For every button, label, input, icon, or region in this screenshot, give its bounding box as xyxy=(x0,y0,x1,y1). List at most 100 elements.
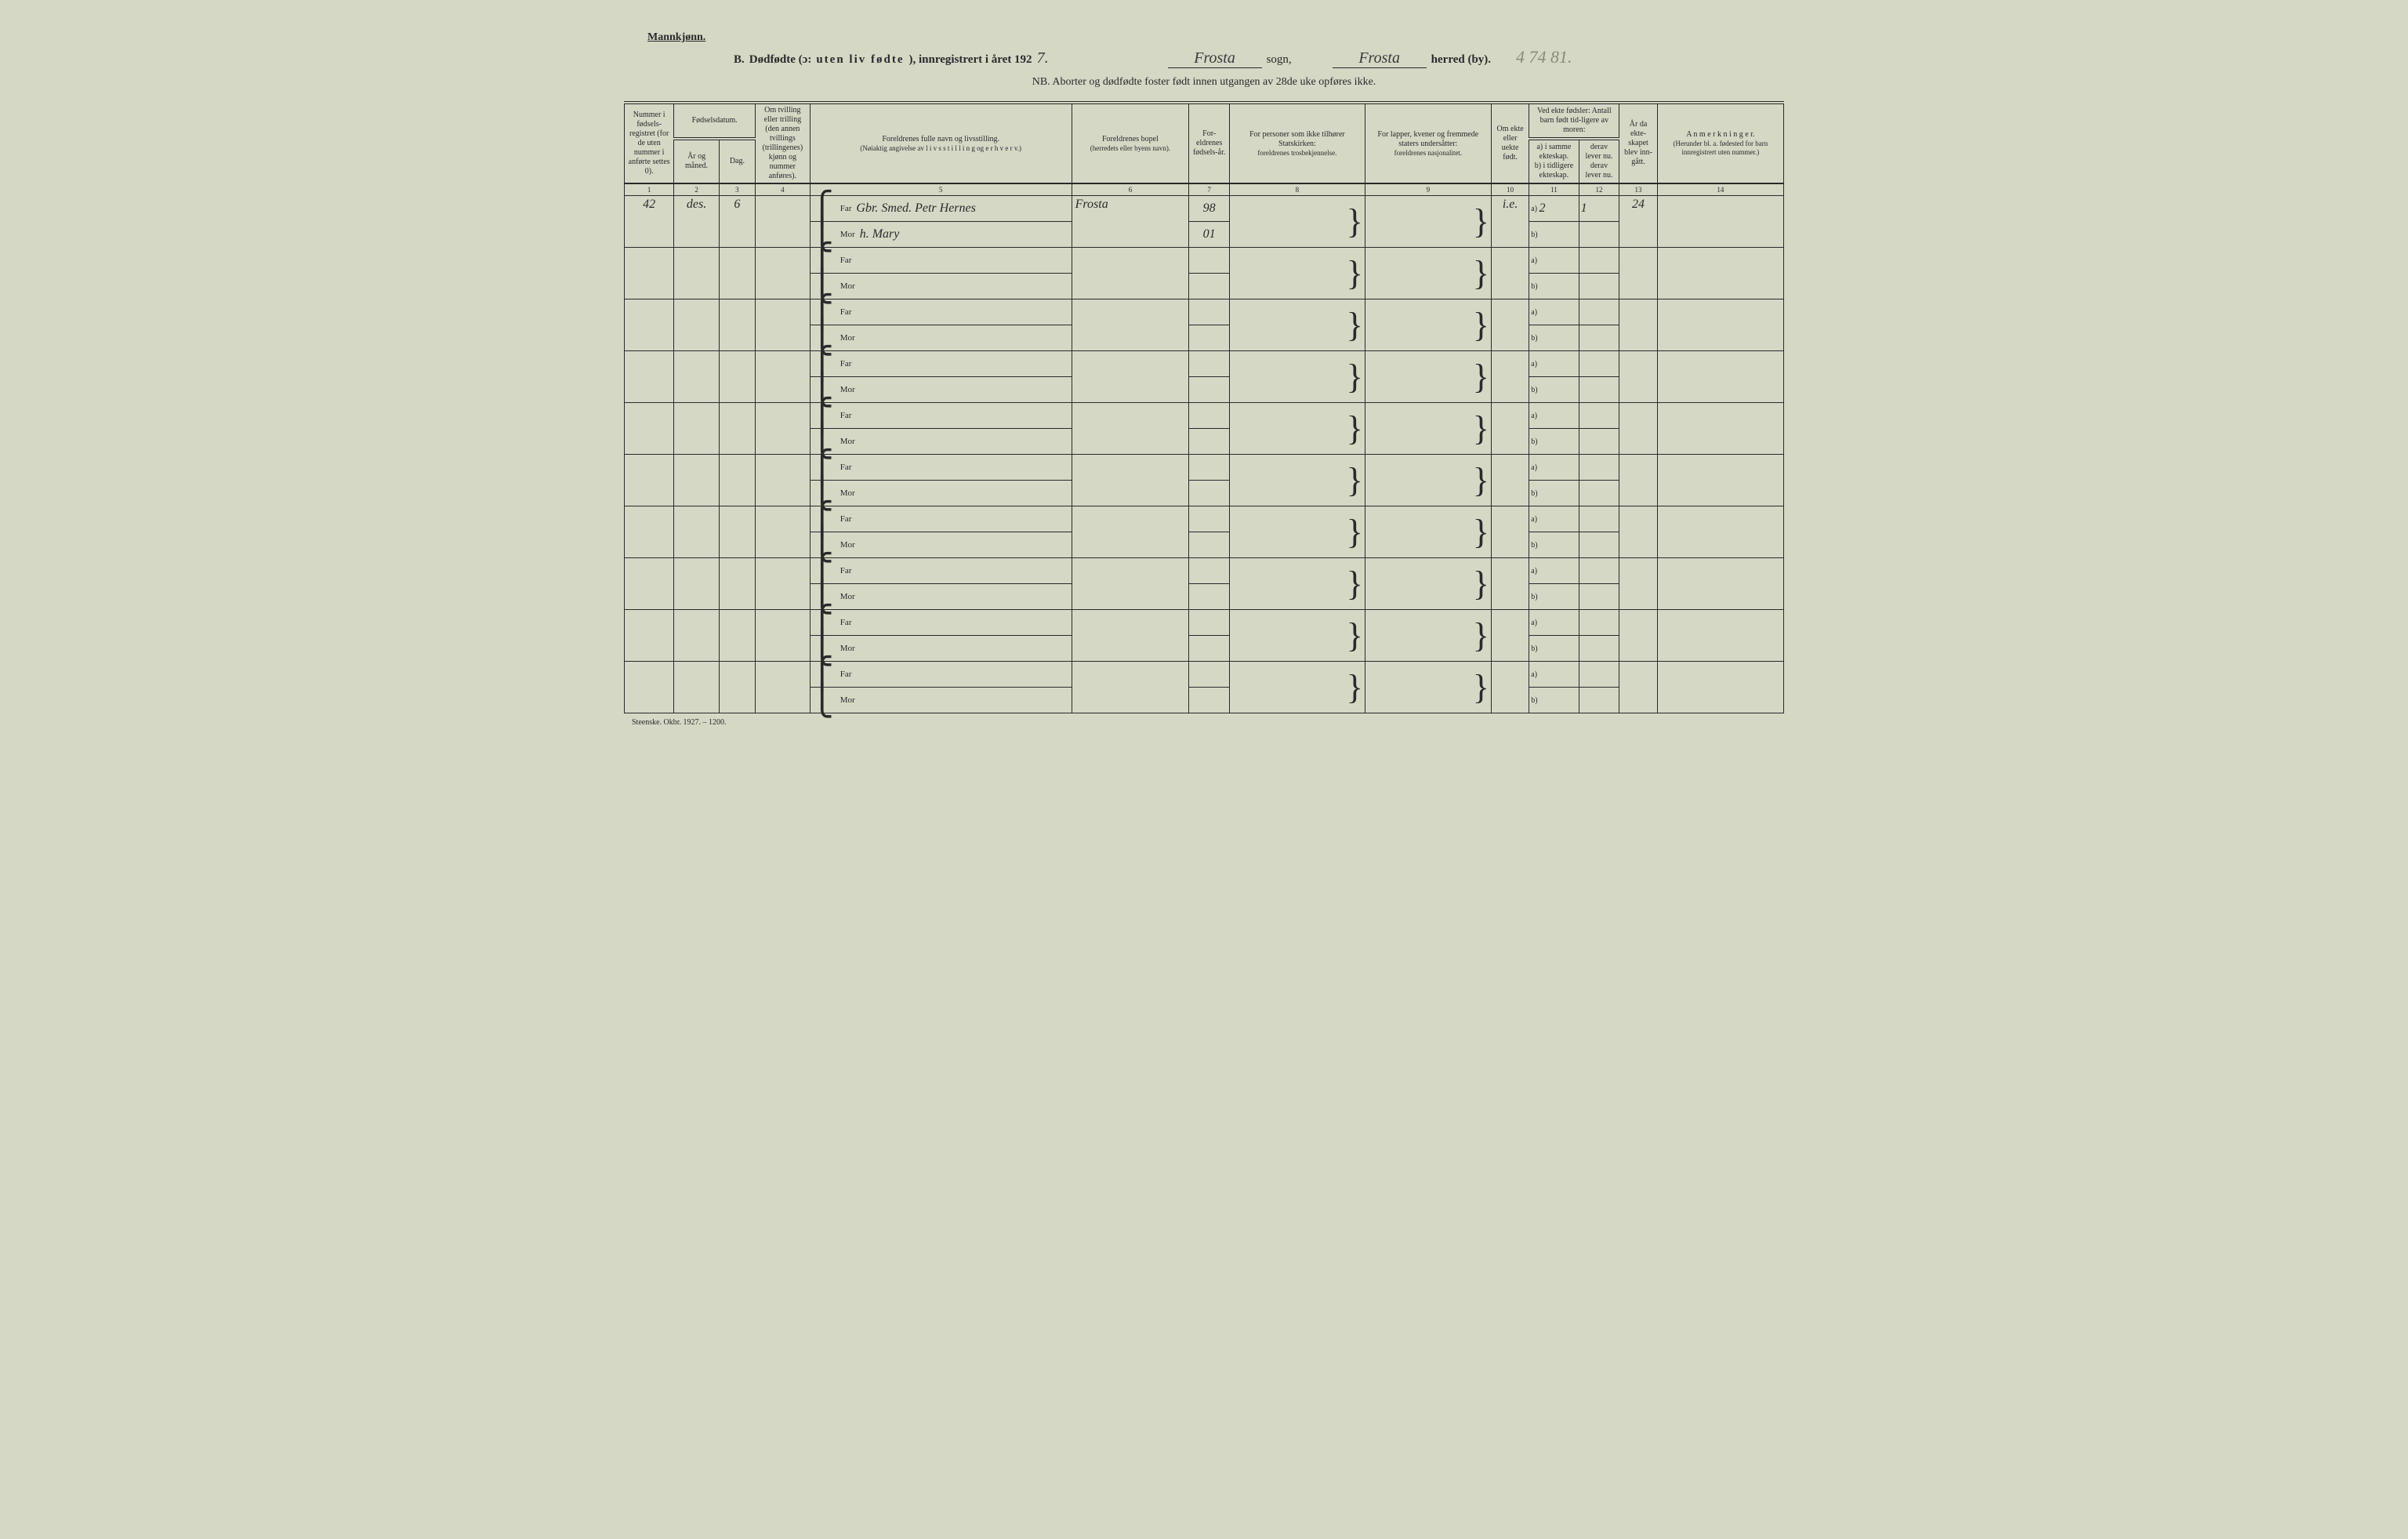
cell-ekte: i.e. xyxy=(1491,196,1529,248)
cell-lapp: } xyxy=(1365,299,1491,351)
page-annotation: 4 74 81. xyxy=(1516,47,1572,67)
cell-lapp: } xyxy=(1365,248,1491,299)
far-label: Far xyxy=(840,256,852,265)
b-lever xyxy=(1579,688,1619,713)
far-label: Far xyxy=(840,411,852,420)
cell-lever xyxy=(1579,610,1619,662)
far-label: Far xyxy=(840,566,852,575)
cell-faar xyxy=(1189,299,1230,351)
cell-ym xyxy=(674,299,720,351)
brace-icon: } xyxy=(1473,196,1489,247)
table-body: 42 des. 6 ⎧Far Gbr. Smed. Petr Hernes ⎩M… xyxy=(625,196,1784,713)
cell-aar xyxy=(1619,248,1657,299)
a-lever xyxy=(1579,403,1619,429)
col-ekte: Om ekte eller uekte født. xyxy=(1491,103,1529,183)
title-spaced: uten liv fødte xyxy=(816,53,904,67)
faar-mor xyxy=(1189,636,1229,661)
cell-ekte xyxy=(1491,403,1529,455)
cell-twin xyxy=(755,662,810,713)
col-dag: Dag. xyxy=(719,139,755,183)
table-head: Nummer i fødsels-registret (for de uten … xyxy=(625,103,1784,196)
a-value: 2 xyxy=(1539,201,1546,216)
cell-nummer xyxy=(625,506,674,558)
c11a: a) i samme ekteskap. xyxy=(1532,143,1575,162)
cell-parents: ⎧Far ⎩Mor xyxy=(810,662,1072,713)
cell-ym xyxy=(674,610,720,662)
cell-faar xyxy=(1189,403,1230,455)
cell-nummer xyxy=(625,299,674,351)
b-label: b) xyxy=(1531,489,1537,498)
cell-aar xyxy=(1619,506,1657,558)
colnum: 13 xyxy=(1619,183,1657,196)
column-number-row: 1 2 3 4 5 6 7 8 9 10 11 12 13 14 xyxy=(625,183,1784,196)
a-lever xyxy=(1579,558,1619,584)
col-ekteskap-aar: År da ekte-skapet blev inn-gått. xyxy=(1619,103,1657,183)
cell-lever xyxy=(1579,662,1619,713)
herred-hw: Frosta xyxy=(1333,49,1427,68)
cell-antall: a) b) xyxy=(1529,610,1579,662)
brace-icon: } xyxy=(1347,506,1363,557)
a-label: a) xyxy=(1531,412,1537,420)
faar-far xyxy=(1189,351,1229,377)
col-statskirken: For personer som ikke tilhører Statskirk… xyxy=(1230,103,1365,183)
cell-parents: ⎧Far ⎩Mor xyxy=(810,558,1072,610)
brace-icon: } xyxy=(1347,610,1363,661)
faar-far xyxy=(1189,662,1229,688)
brace-icon: } xyxy=(1347,196,1363,247)
title-after: ), innregistrert i året 192 xyxy=(909,53,1032,67)
colnum: 1 xyxy=(625,183,674,196)
cell-stats: } xyxy=(1230,506,1365,558)
cell-day xyxy=(719,610,755,662)
col-fodselsdatum: Fødselsdatum. xyxy=(674,103,756,139)
cell-faar: 98 01 xyxy=(1189,196,1230,248)
col14-top: A n m e r k n i n g e r. xyxy=(1661,130,1780,140)
cell-day xyxy=(719,403,755,455)
cell-stats: } xyxy=(1230,662,1365,713)
table-row: ⎧Far ⎩Mor } } a) b) xyxy=(625,558,1784,610)
mor-value: h. Mary xyxy=(860,227,900,241)
mor-label: Mor xyxy=(840,540,855,550)
colnum: 11 xyxy=(1529,183,1579,196)
cell-lapp: } xyxy=(1365,351,1491,403)
b-label: b) xyxy=(1531,334,1537,343)
b-lever xyxy=(1579,222,1619,247)
col-foreldre-aar: For-eldrenes fødsels-år. xyxy=(1189,103,1230,183)
mor-label: Mor xyxy=(840,592,855,601)
title-line: B. Dødfødte (ɔ: uten liv fødte ), innreg… xyxy=(734,47,1784,68)
col-tvilling: Om tvilling eller trilling (den annen tv… xyxy=(755,103,810,183)
register-page: Mannkjønn. B. Dødfødte (ɔ: uten liv født… xyxy=(624,31,1784,727)
section-letter: B. xyxy=(734,53,745,67)
brace-icon: } xyxy=(1473,248,1489,299)
table-row: ⎧Far ⎩Mor } } a) b) xyxy=(625,506,1784,558)
faar-mor xyxy=(1189,688,1229,713)
a-lever xyxy=(1579,506,1619,532)
cell-ekte xyxy=(1491,610,1529,662)
cell-lapp: } xyxy=(1365,196,1491,248)
cell-ekte xyxy=(1491,299,1529,351)
cell-aar xyxy=(1619,299,1657,351)
table-row: ⎧Far ⎩Mor } } a) b) xyxy=(625,610,1784,662)
a-lever xyxy=(1579,248,1619,274)
cell-ym xyxy=(674,558,720,610)
mor-label: Mor xyxy=(840,644,855,653)
colnum: 9 xyxy=(1365,183,1491,196)
colnum: 6 xyxy=(1072,183,1189,196)
cell-bopel xyxy=(1072,351,1189,403)
far-label: Far xyxy=(840,618,852,627)
faar-mor xyxy=(1189,584,1229,609)
colnum: 7 xyxy=(1189,183,1230,196)
brace-icon: } xyxy=(1347,558,1363,609)
brace-icon: } xyxy=(1347,299,1363,350)
cell-lapp: } xyxy=(1365,403,1491,455)
cell-lever xyxy=(1579,403,1619,455)
brace-icon: ⎩ xyxy=(811,689,834,711)
cell-anm xyxy=(1657,299,1783,351)
cell-ym xyxy=(674,662,720,713)
b-lever xyxy=(1579,274,1619,299)
cell-day: 6 xyxy=(719,196,755,248)
brace-icon: } xyxy=(1473,299,1489,350)
brace-icon: } xyxy=(1473,351,1489,402)
table-row: ⎧Far ⎩Mor } } a) b) xyxy=(625,403,1784,455)
brace-icon: } xyxy=(1473,558,1489,609)
cell-anm xyxy=(1657,196,1783,248)
